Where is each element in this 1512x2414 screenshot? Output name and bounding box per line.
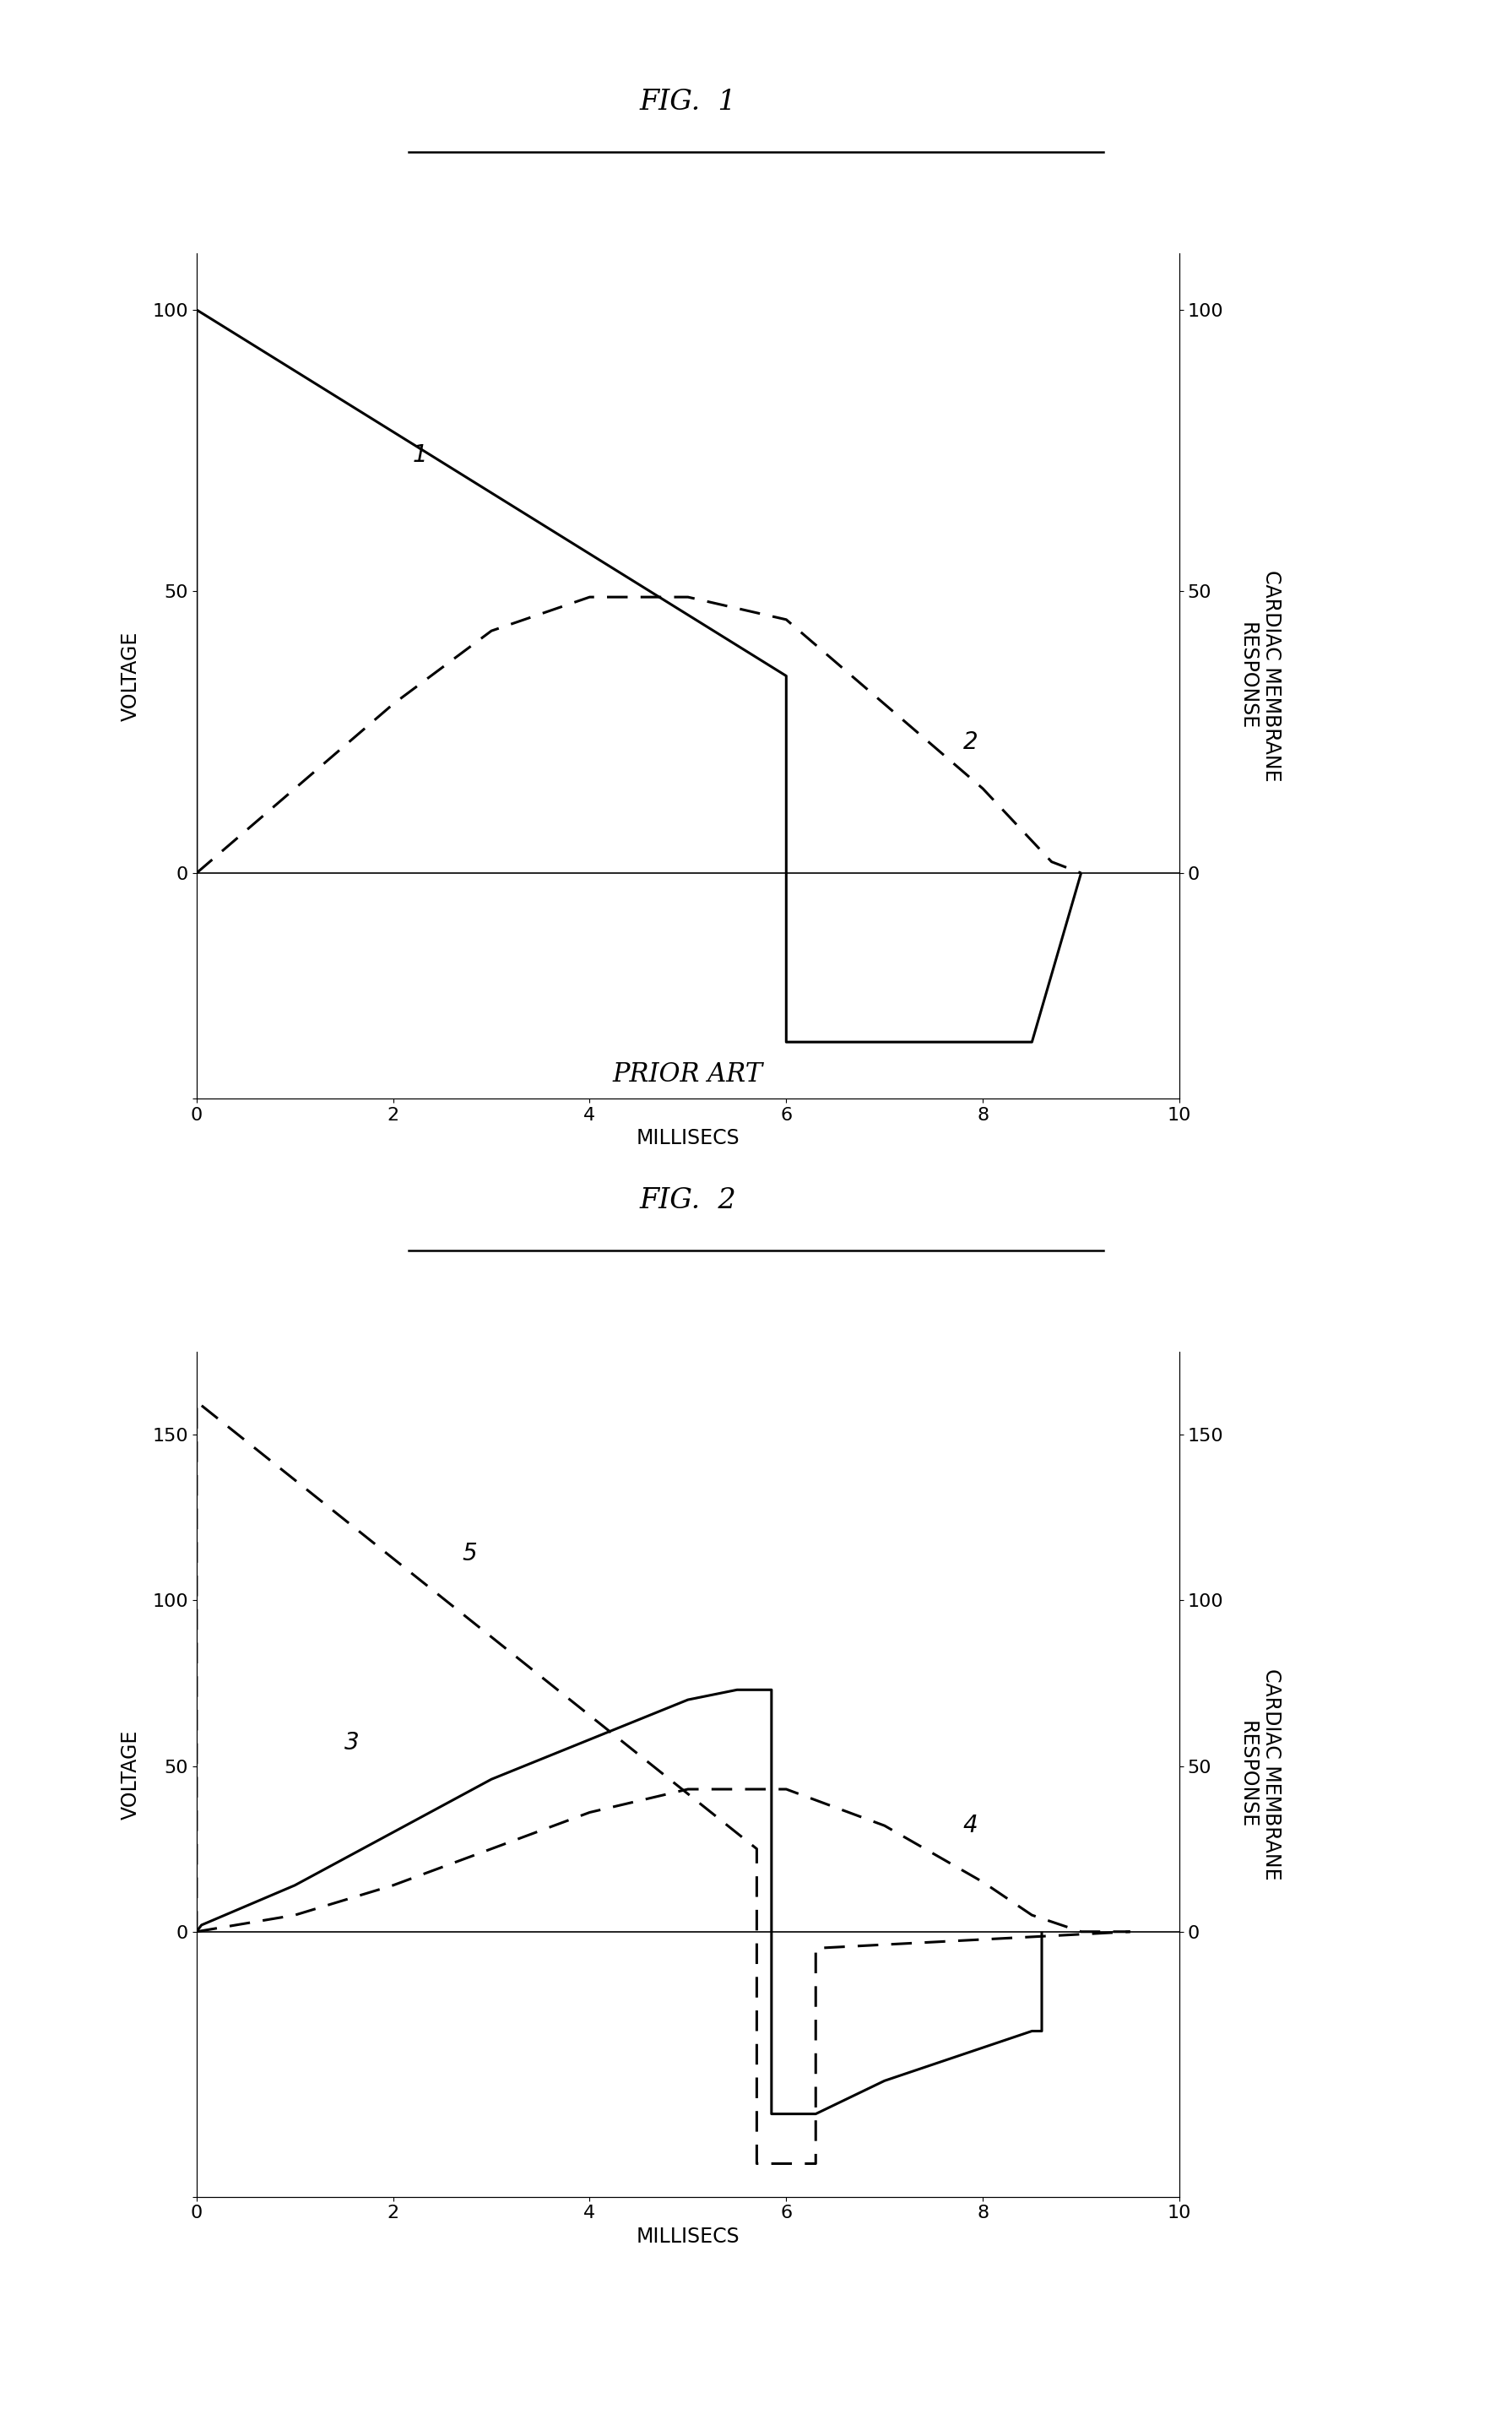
Text: 4: 4 [963, 1813, 978, 1837]
X-axis label: MILLISECS: MILLISECS [637, 2226, 739, 2247]
Y-axis label: VOLTAGE: VOLTAGE [121, 630, 141, 722]
Text: PRIOR ART: PRIOR ART [612, 1062, 764, 1086]
Text: 2: 2 [963, 731, 978, 753]
Text: FIG.  2: FIG. 2 [640, 1188, 736, 1214]
Y-axis label: CARDIAC MEMBRANE
RESPONSE: CARDIAC MEMBRANE RESPONSE [1238, 1668, 1281, 1881]
Text: 1: 1 [413, 444, 428, 466]
Text: 5: 5 [463, 1543, 476, 1567]
Y-axis label: CARDIAC MEMBRANE
RESPONSE: CARDIAC MEMBRANE RESPONSE [1238, 570, 1281, 782]
Text: 3: 3 [345, 1731, 358, 1755]
Text: FIG.  1: FIG. 1 [640, 89, 736, 116]
X-axis label: MILLISECS: MILLISECS [637, 1127, 739, 1149]
Y-axis label: VOLTAGE: VOLTAGE [121, 1728, 141, 1820]
